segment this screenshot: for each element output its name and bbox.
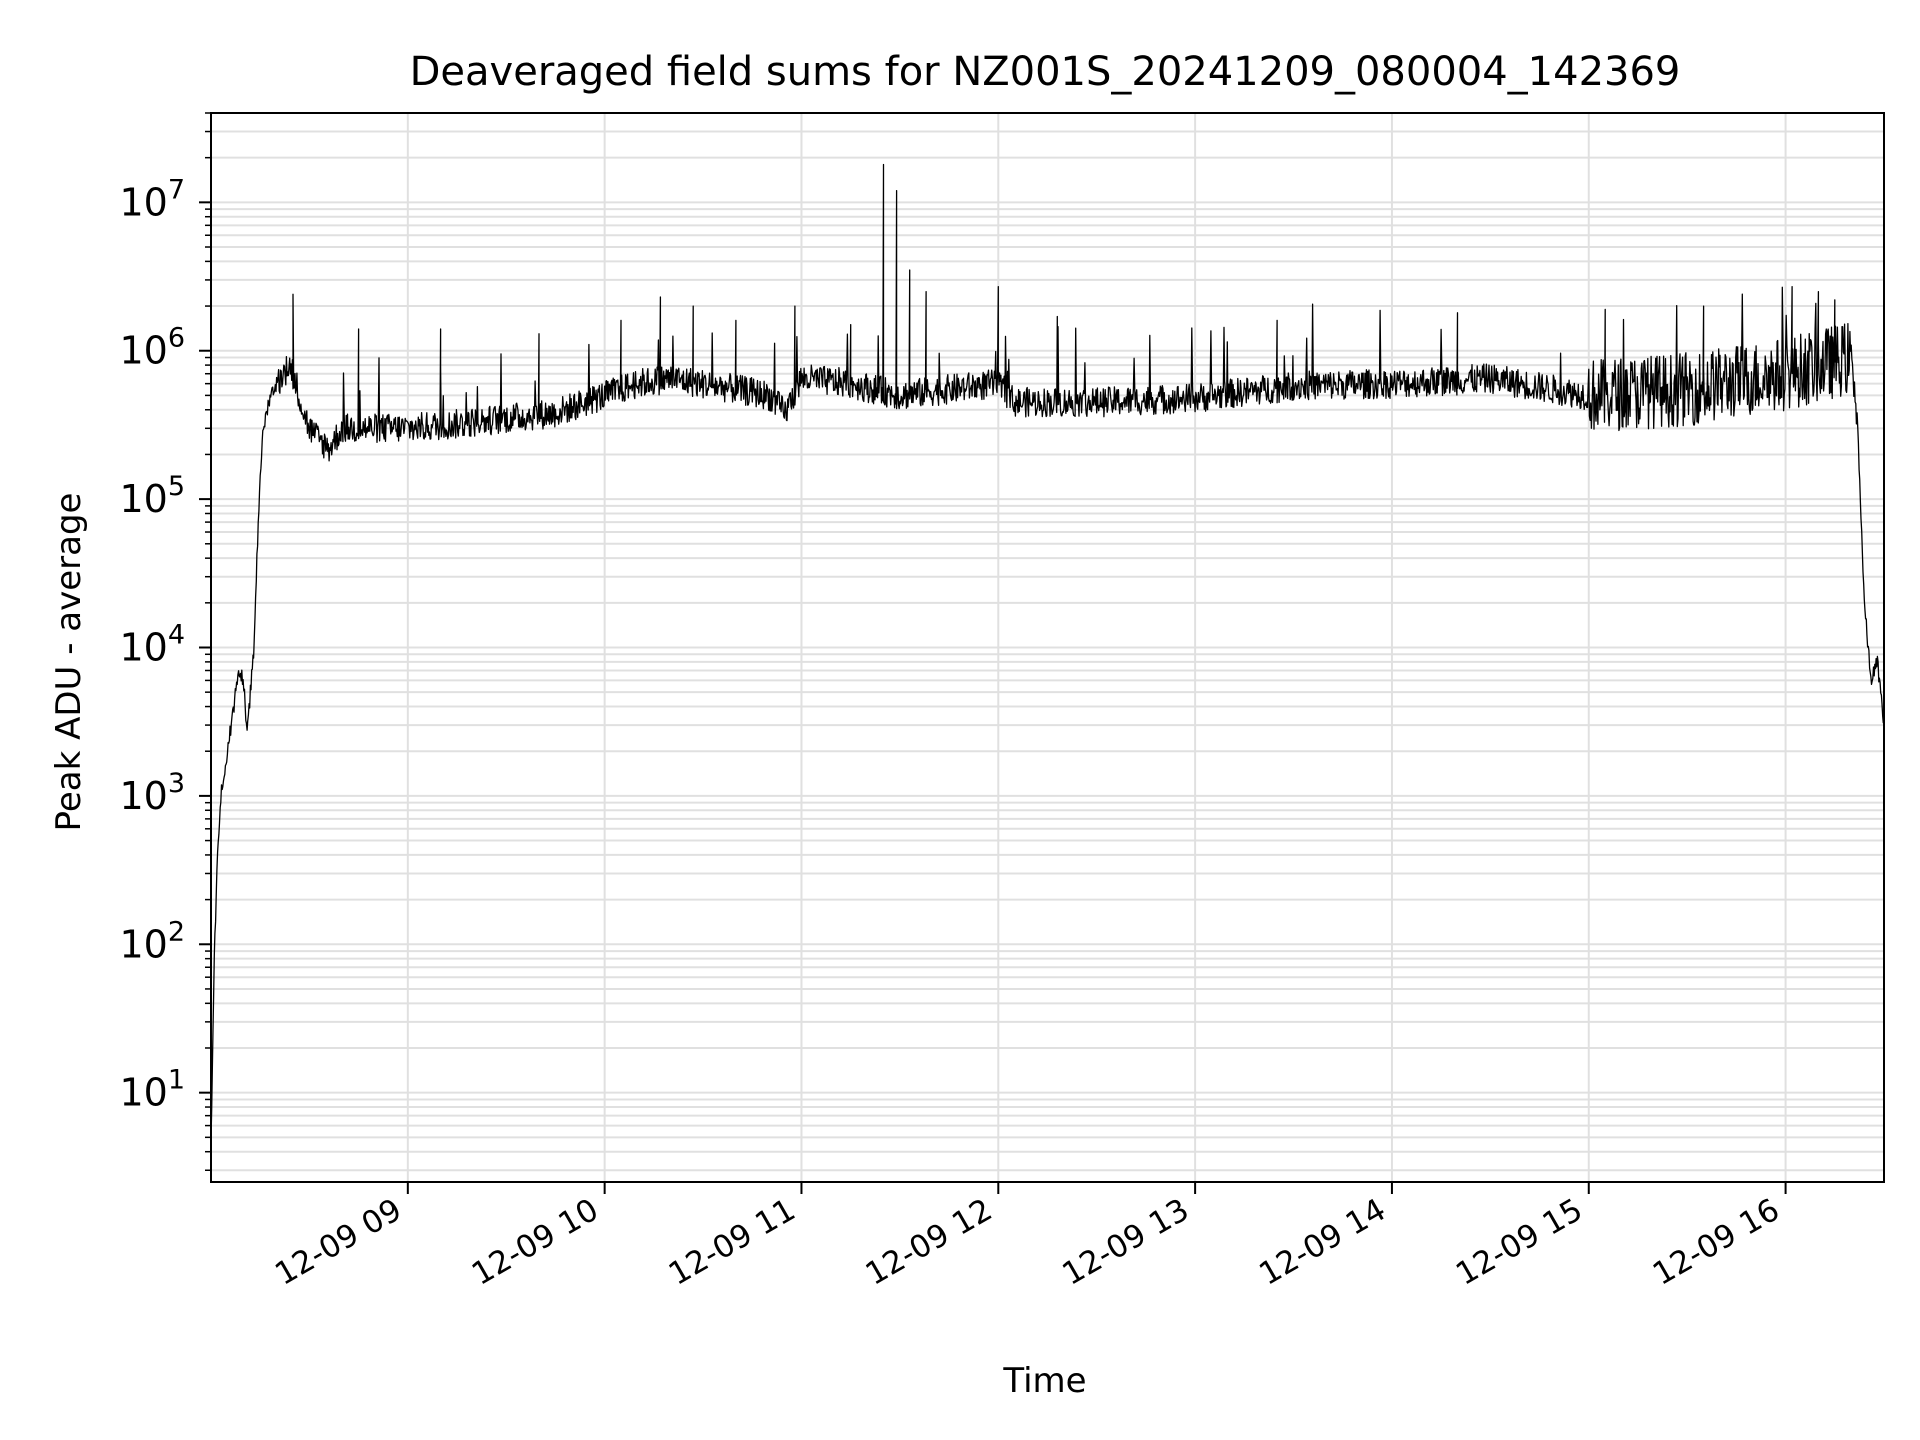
y-axis-label: Peak ADU - average — [49, 493, 89, 832]
x-axis-label: Time — [1002, 1361, 1086, 1401]
y-axis: 101 102 103 104 105 106 107 — [119, 112, 211, 1172]
y-tick-label: 104 — [119, 620, 185, 670]
y-tick-label: 107 — [119, 174, 185, 224]
y-tick-label: 102 — [119, 916, 185, 966]
chart-title: Deaveraged field sums for NZ001S_2024120… — [410, 49, 1681, 95]
series-layer — [210, 163, 1884, 1141]
y-tick-label: 101 — [119, 1065, 185, 1115]
data-series-line — [210, 163, 1884, 1141]
y-tick-label: 103 — [119, 768, 185, 818]
gridlines — [211, 112, 1884, 1182]
y-tick-label: 105 — [119, 471, 185, 521]
y-tick-label: 106 — [119, 323, 185, 373]
